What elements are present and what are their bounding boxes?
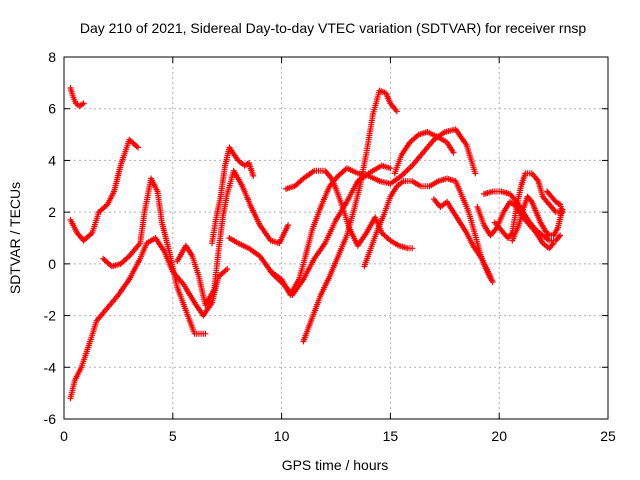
data-point-markers xyxy=(509,193,566,244)
series-track-5 xyxy=(174,167,292,309)
data-point-markers xyxy=(209,144,257,247)
x-tick-label: 0 xyxy=(60,428,68,444)
series-track-6 xyxy=(209,144,257,247)
y-tick-label: 0 xyxy=(48,256,56,272)
series-track-8 xyxy=(267,126,479,298)
plot-frame xyxy=(63,56,609,420)
x-tick-label: 20 xyxy=(491,428,507,444)
x-tick-label: 5 xyxy=(169,428,177,444)
chart-title: Day 210 of 2021, Sidereal Day-to-day VTE… xyxy=(80,20,586,36)
x-axis-label: GPS time / hours xyxy=(282,457,389,473)
series-track-3 xyxy=(67,136,141,244)
series-track-1 xyxy=(67,85,87,110)
series-track-4 xyxy=(100,175,209,337)
data-point-markers xyxy=(267,126,479,298)
data-point-markers xyxy=(430,196,494,280)
data-point-markers xyxy=(481,188,564,244)
data-point-markers xyxy=(544,188,566,216)
series-track-18 xyxy=(544,188,566,216)
data-points xyxy=(67,85,566,402)
series-track-12 xyxy=(391,129,457,177)
y-tick-label: 2 xyxy=(48,204,56,220)
data-point-markers xyxy=(67,85,87,110)
y-tick-label: 6 xyxy=(48,101,56,117)
series-track-13 xyxy=(430,196,494,280)
grid xyxy=(64,57,608,419)
series-track-10 xyxy=(300,87,400,345)
data-point-markers xyxy=(491,170,564,241)
series-track-17 xyxy=(509,193,566,244)
y-axis-label: SDTVAR / TECUs xyxy=(7,182,23,294)
data-point-markers xyxy=(100,175,209,337)
x-tick-label: 25 xyxy=(600,428,616,444)
data-point-markers xyxy=(174,167,292,309)
y-tick-label: 4 xyxy=(48,152,56,168)
y-tick-label: -2 xyxy=(44,308,57,324)
x-tick-label: 10 xyxy=(274,428,290,444)
y-tick-label: -4 xyxy=(44,359,57,375)
axis-ticks: 0 5 10 15 20 25 -6 -4 -2 0 2 4 6 8 xyxy=(44,49,616,444)
data-point-markers xyxy=(67,136,141,244)
series-track-15 xyxy=(481,188,564,244)
y-tick-label: -6 xyxy=(44,411,57,427)
data-point-markers xyxy=(391,129,457,177)
y-tick-label: 8 xyxy=(48,49,56,65)
data-point-markers xyxy=(300,87,400,345)
series-track-16 xyxy=(491,170,564,241)
x-tick-label: 15 xyxy=(383,428,399,444)
